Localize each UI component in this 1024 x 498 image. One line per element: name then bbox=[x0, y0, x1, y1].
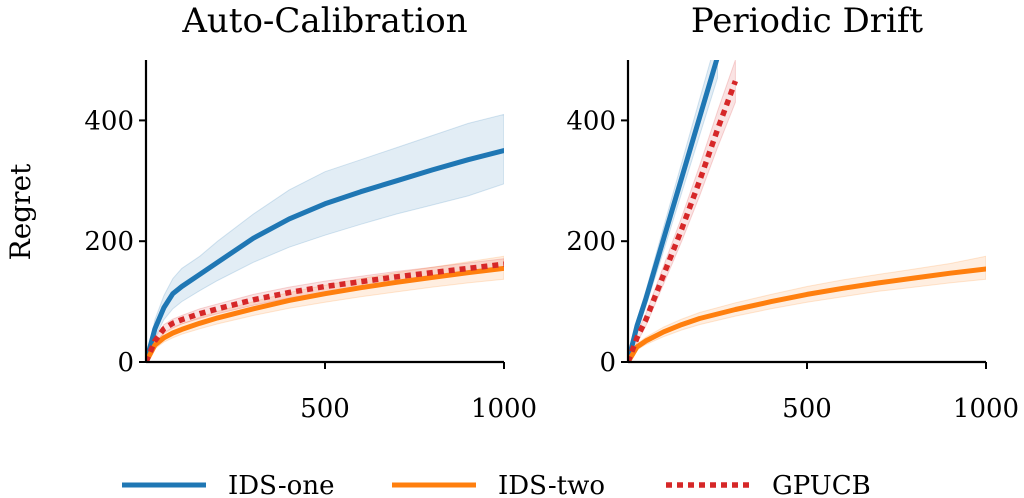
y-axis-label: Regret bbox=[4, 163, 37, 261]
legend-label: GPUCB bbox=[772, 471, 871, 498]
chart-title: Auto-Calibration bbox=[181, 1, 467, 41]
axis-ticks: 500 1000 0 200 400 bbox=[566, 106, 1019, 424]
series-line-ids-two bbox=[628, 266, 986, 362]
chart-title: Periodic Drift bbox=[691, 1, 924, 41]
y-tick-label: 400 bbox=[84, 106, 134, 136]
legend-label: IDS-two bbox=[498, 471, 605, 498]
legend: IDS-one IDS-two GPUCB bbox=[122, 471, 871, 498]
plot-area bbox=[628, 60, 986, 362]
axis-ticks: 500 1000 0 200 400 bbox=[84, 106, 537, 424]
x-tick-label: 1000 bbox=[953, 394, 1019, 424]
series-line-ids-one bbox=[628, 60, 720, 362]
confidence-band-ids-two bbox=[628, 255, 986, 362]
series-line-gpucb bbox=[146, 261, 504, 362]
y-tick-label: 200 bbox=[84, 227, 134, 257]
legend-item-gpucb: GPUCB bbox=[666, 471, 871, 498]
x-tick-label: 1000 bbox=[471, 394, 537, 424]
series-line-ids-one bbox=[146, 148, 504, 362]
legend-label: IDS-one bbox=[228, 471, 334, 498]
chart-panel-auto-calibration: Auto-Calibration Regret 500 1000 0 200 400 bbox=[4, 1, 537, 424]
x-tick-label: 500 bbox=[300, 394, 350, 424]
legend-item-ids-one: IDS-one bbox=[122, 471, 334, 498]
plot-area bbox=[146, 113, 504, 362]
y-tick-label: 400 bbox=[566, 106, 616, 136]
y-tick-label: 0 bbox=[117, 348, 134, 378]
series-line-ids-two bbox=[146, 265, 504, 362]
y-tick-label: 200 bbox=[566, 227, 616, 257]
legend-item-ids-two: IDS-two bbox=[392, 471, 605, 498]
confidence-band-ids-two bbox=[146, 255, 504, 362]
chart-panel-periodic-drift: Periodic Drift 500 1000 0 200 400 bbox=[566, 1, 1019, 424]
confidence-band-gpucb bbox=[146, 258, 504, 362]
x-tick-label: 500 bbox=[782, 394, 832, 424]
y-tick-label: 0 bbox=[599, 348, 616, 378]
